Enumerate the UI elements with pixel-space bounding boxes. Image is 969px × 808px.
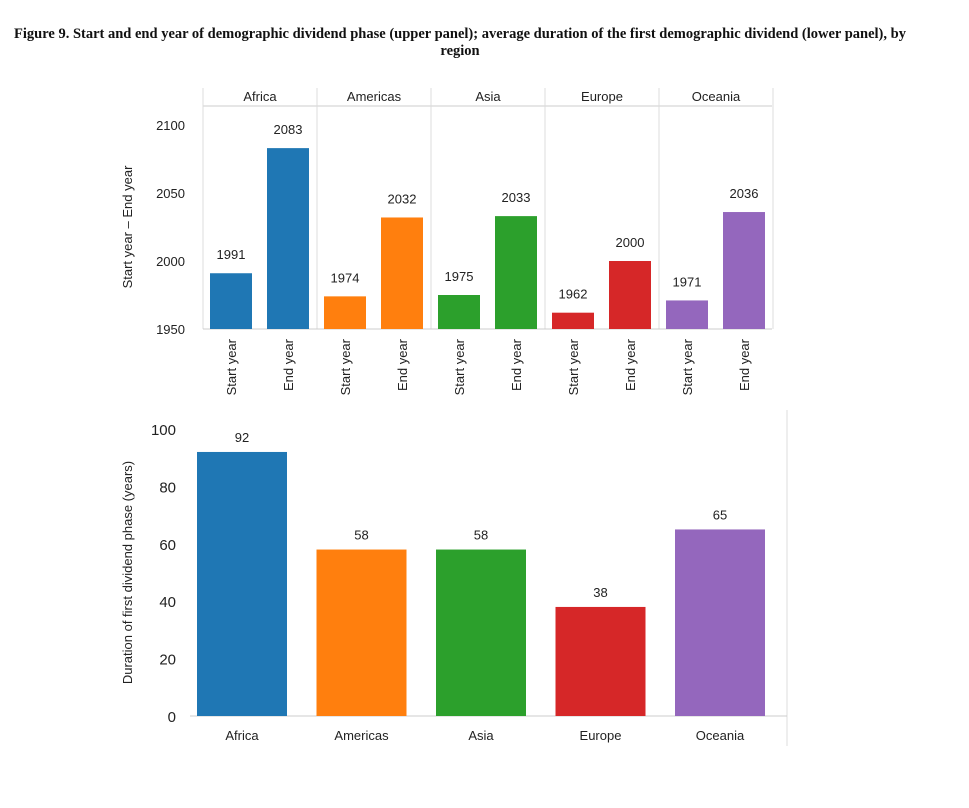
data-label-asia: 58 <box>474 528 488 543</box>
bar-asia-end <box>495 216 537 329</box>
bar-americas-start <box>324 296 366 329</box>
x-category-label-africa: Africa <box>225 728 259 743</box>
lower-y-tick-label: 20 <box>159 652 176 669</box>
region-header-europe: Europe <box>581 89 623 104</box>
lower-y-tick-label: 0 <box>168 709 176 726</box>
data-label-europe: 38 <box>593 585 607 600</box>
upper-y-tick-label: 1950 <box>156 322 185 337</box>
lower-y-tick-label: 40 <box>159 594 176 611</box>
data-label-africa-start: 1991 <box>217 247 246 262</box>
data-label-africa-end: 2083 <box>274 122 303 137</box>
figure-title: Figure 9. Start and end year of demograp… <box>14 26 906 59</box>
x-category-label-europe: Europe <box>580 728 622 743</box>
data-label-oceania: 65 <box>713 507 727 522</box>
x-tick-label-start: Start year <box>224 338 239 395</box>
bar-oceania-start <box>666 300 708 329</box>
bar-oceania-end <box>723 212 765 329</box>
bar-oceania <box>675 529 765 716</box>
data-label-asia-end: 2033 <box>502 190 531 205</box>
x-tick-label-end: End year <box>623 338 638 391</box>
upper-y-tick-label: 2000 <box>156 254 185 269</box>
region-header-africa: Africa <box>243 89 277 104</box>
x-tick-label-start: Start year <box>338 338 353 395</box>
region-header-americas: Americas <box>347 89 402 104</box>
lower-y-tick-label: 80 <box>159 479 176 496</box>
bar-asia <box>436 549 526 716</box>
bar-europe <box>555 606 646 716</box>
region-header-oceania: Oceania <box>692 89 741 104</box>
data-label-americas-start: 1974 <box>331 270 360 285</box>
data-label-europe-start: 1962 <box>559 287 588 302</box>
x-category-label-oceania: Oceania <box>696 728 745 743</box>
data-label-oceania-start: 1971 <box>673 274 702 289</box>
x-tick-label-end: End year <box>395 338 410 391</box>
x-tick-label-start: Start year <box>680 338 695 395</box>
x-category-label-asia: Asia <box>468 728 494 743</box>
lower-y-tick-label: 100 <box>151 422 176 439</box>
bar-americas-end <box>381 217 423 329</box>
lower-y-axis-label: Duration of first dividend phase (years) <box>120 461 135 684</box>
bar-asia-start <box>438 295 480 329</box>
data-label-americas-end: 2032 <box>388 191 417 206</box>
bar-africa <box>197 451 287 716</box>
bar-europe-start <box>552 312 594 329</box>
x-tick-label-start: Start year <box>452 338 467 395</box>
upper-y-tick-label: 2100 <box>156 118 185 133</box>
upper-y-axis-label: Start year – End year <box>120 165 135 289</box>
data-label-oceania-end: 2036 <box>730 186 759 201</box>
x-category-label-americas: Americas <box>334 728 389 743</box>
data-label-americas: 58 <box>354 528 368 543</box>
bar-africa-start <box>210 273 252 329</box>
bar-africa-end <box>267 148 309 329</box>
upper-y-tick-label: 2050 <box>156 186 185 201</box>
x-tick-label-start: Start year <box>566 338 581 395</box>
x-tick-label-end: End year <box>281 338 296 391</box>
region-header-asia: Asia <box>475 89 501 104</box>
data-label-asia-start: 1975 <box>445 269 474 284</box>
data-label-africa: 92 <box>235 430 249 445</box>
lower-y-tick-label: 60 <box>159 537 176 554</box>
x-tick-label-end: End year <box>737 338 752 391</box>
data-label-europe-end: 2000 <box>616 235 645 250</box>
bar-europe-end <box>609 261 651 329</box>
x-tick-label-end: End year <box>509 338 524 391</box>
bar-americas <box>316 549 407 716</box>
